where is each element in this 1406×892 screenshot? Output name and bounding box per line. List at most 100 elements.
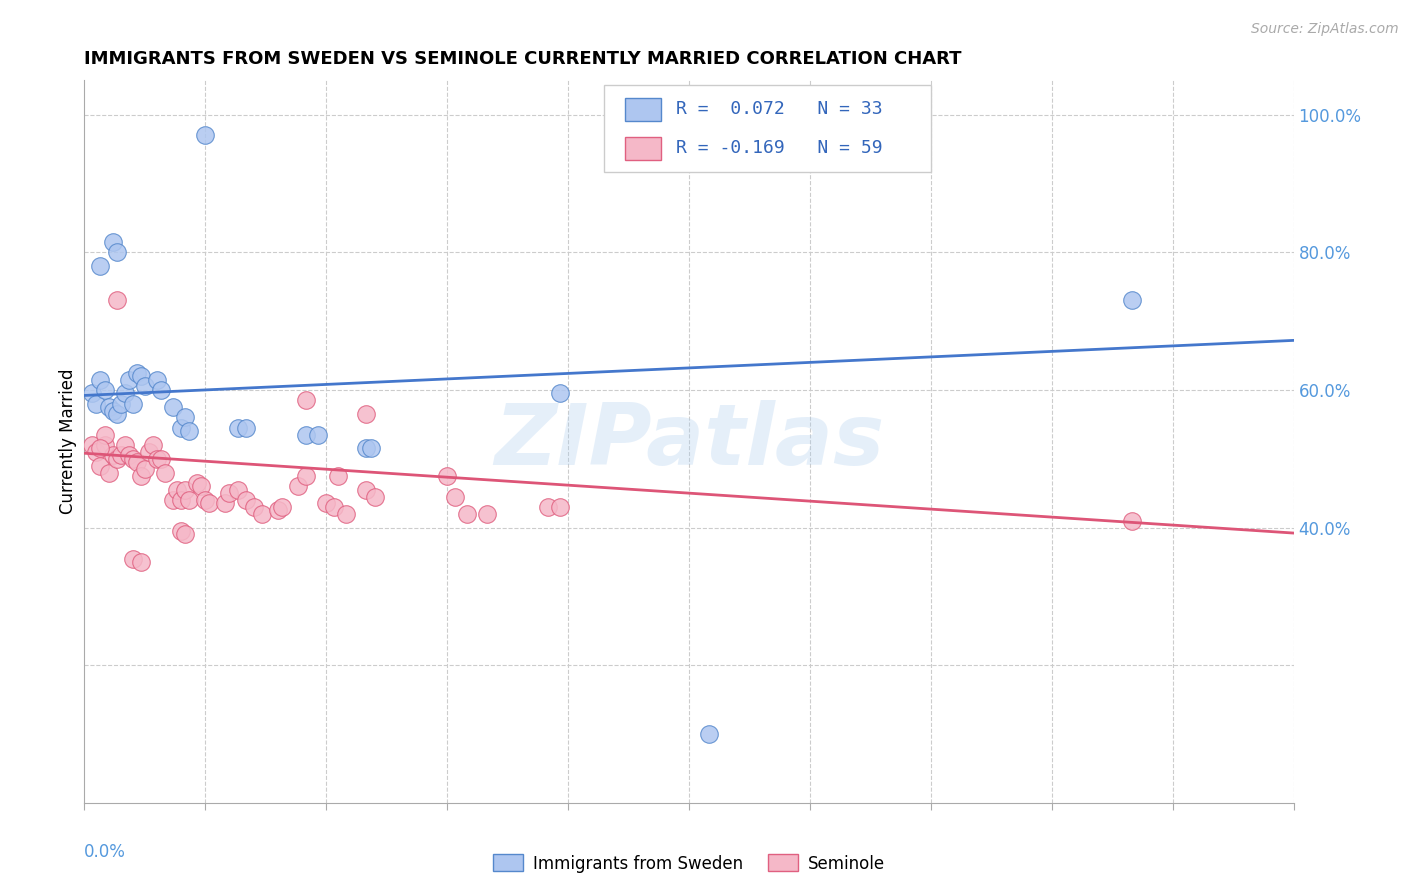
FancyBboxPatch shape bbox=[624, 97, 661, 120]
Point bbox=[270, 500, 292, 514]
Point bbox=[110, 397, 132, 411]
Point bbox=[93, 427, 115, 442]
Point bbox=[697, 727, 720, 741]
Point bbox=[105, 407, 128, 421]
Point bbox=[166, 483, 188, 497]
Point bbox=[170, 524, 193, 538]
Point bbox=[170, 493, 193, 508]
Point bbox=[295, 427, 318, 442]
Legend: Immigrants from Sweden, Seminole: Immigrants from Sweden, Seminole bbox=[486, 847, 891, 880]
Point bbox=[105, 245, 128, 260]
Point bbox=[129, 469, 152, 483]
Point bbox=[97, 466, 120, 480]
FancyBboxPatch shape bbox=[624, 136, 661, 160]
Text: Source: ZipAtlas.com: Source: ZipAtlas.com bbox=[1251, 22, 1399, 37]
Point bbox=[356, 442, 378, 456]
Point bbox=[162, 493, 184, 508]
Point bbox=[142, 438, 165, 452]
Point bbox=[129, 555, 152, 569]
Point bbox=[328, 469, 350, 483]
Y-axis label: Currently Married: Currently Married bbox=[59, 368, 77, 515]
Point bbox=[548, 386, 571, 401]
Point bbox=[121, 397, 143, 411]
Point bbox=[101, 403, 124, 417]
Point bbox=[295, 469, 318, 483]
Point bbox=[235, 421, 257, 435]
Point bbox=[125, 455, 148, 469]
Point bbox=[110, 448, 132, 462]
Point bbox=[170, 421, 193, 435]
Point bbox=[174, 527, 197, 541]
Point bbox=[235, 493, 257, 508]
Point bbox=[1121, 293, 1143, 308]
Point bbox=[146, 451, 169, 466]
Text: 0.0%: 0.0% bbox=[84, 843, 127, 861]
Point bbox=[456, 507, 478, 521]
Point bbox=[194, 128, 217, 143]
Point bbox=[114, 438, 136, 452]
Point bbox=[149, 383, 172, 397]
Point bbox=[105, 293, 128, 308]
Point bbox=[174, 483, 197, 497]
Point bbox=[179, 424, 201, 438]
Point bbox=[477, 507, 499, 521]
Point bbox=[214, 496, 236, 510]
Point bbox=[295, 393, 318, 408]
Point bbox=[134, 462, 156, 476]
Text: IMMIGRANTS FROM SWEDEN VS SEMINOLE CURRENTLY MARRIED CORRELATION CHART: IMMIGRANTS FROM SWEDEN VS SEMINOLE CURRE… bbox=[84, 50, 962, 68]
Point bbox=[436, 469, 458, 483]
Point bbox=[105, 451, 128, 466]
Point bbox=[89, 259, 111, 273]
Point bbox=[186, 475, 208, 490]
Point bbox=[356, 407, 378, 421]
Point bbox=[125, 366, 148, 380]
FancyBboxPatch shape bbox=[605, 86, 931, 172]
Text: R =  0.072   N = 33: R = 0.072 N = 33 bbox=[676, 100, 882, 118]
Point bbox=[335, 507, 357, 521]
Point bbox=[93, 383, 115, 397]
Text: R = -0.169   N = 59: R = -0.169 N = 59 bbox=[676, 139, 882, 157]
Point bbox=[153, 466, 176, 480]
Point bbox=[118, 373, 141, 387]
Point bbox=[101, 235, 124, 249]
Point bbox=[134, 379, 156, 393]
Point bbox=[190, 479, 212, 493]
Point bbox=[138, 445, 160, 459]
Point bbox=[97, 400, 120, 414]
Point bbox=[226, 421, 249, 435]
Point bbox=[307, 427, 329, 442]
Point bbox=[198, 496, 221, 510]
Point bbox=[89, 458, 111, 473]
Point bbox=[82, 386, 104, 401]
Point bbox=[548, 500, 571, 514]
Point bbox=[250, 507, 273, 521]
Text: ZIPatlas: ZIPatlas bbox=[494, 400, 884, 483]
Point bbox=[226, 483, 249, 497]
Point bbox=[146, 373, 169, 387]
Point bbox=[315, 496, 337, 510]
Point bbox=[356, 483, 378, 497]
Point bbox=[118, 448, 141, 462]
Point bbox=[82, 438, 104, 452]
Point bbox=[242, 500, 264, 514]
Point bbox=[267, 503, 290, 517]
Point bbox=[323, 500, 346, 514]
Point bbox=[86, 397, 108, 411]
Point bbox=[101, 448, 124, 462]
Point bbox=[287, 479, 309, 493]
Point bbox=[179, 493, 201, 508]
Point bbox=[121, 551, 143, 566]
Point bbox=[93, 438, 115, 452]
Point bbox=[89, 442, 111, 456]
Point bbox=[1121, 514, 1143, 528]
Point bbox=[86, 445, 108, 459]
Point bbox=[162, 400, 184, 414]
Point bbox=[129, 369, 152, 384]
Point bbox=[194, 493, 217, 508]
Point bbox=[89, 373, 111, 387]
Point bbox=[174, 410, 197, 425]
Point bbox=[218, 486, 240, 500]
Point bbox=[149, 451, 172, 466]
Point bbox=[114, 386, 136, 401]
Point bbox=[360, 442, 382, 456]
